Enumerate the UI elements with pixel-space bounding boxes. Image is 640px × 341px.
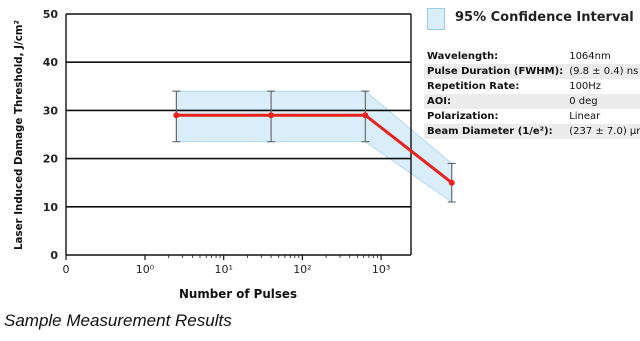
y-tick-label: 10 <box>43 201 59 214</box>
param-value: (237 ± 7.0) µm <box>566 124 640 139</box>
x-tick-label: 0 <box>63 263 70 276</box>
param-key: AOI: <box>424 94 567 109</box>
param-value: 100Hz <box>569 81 602 92</box>
param-row: Wavelength: 1064nm <box>424 49 640 64</box>
data-point <box>173 112 180 119</box>
chart: 0 10 20 30 40 50 0 10⁰ 10¹ 10² 10³ Number of Pulses… <box>12 8 456 300</box>
param-row: Repetition Rate: 100Hz <box>424 79 640 94</box>
x-tick-label: 10⁰ <box>136 263 155 276</box>
param-key: Pulse Duration (FWHM): <box>424 64 567 79</box>
data-point <box>362 112 369 119</box>
param-key: Repetition Rate: <box>427 81 520 92</box>
y-tick-label: 0 <box>50 249 58 262</box>
y-axis-label: Laser Induced Damage Threshold, J/cm² <box>12 20 25 250</box>
param-key: Wavelength: <box>427 51 499 62</box>
param-value: Linear <box>569 111 601 122</box>
y-tick-label: 50 <box>43 8 59 21</box>
series-line <box>176 113 453 184</box>
param-row: Beam Diameter (1/e²): (237 ± 7.0) µm <box>424 124 640 139</box>
x-tick-label: 10¹ <box>214 263 232 276</box>
y-tick-label: 30 <box>43 104 59 117</box>
param-row: AOI: 0 deg <box>424 94 640 109</box>
x-tick-label: 10³ <box>372 263 390 276</box>
param-key: Beam Diameter (1/e²): <box>424 124 567 139</box>
legend-label: 95% Confidence Interval <box>455 10 634 25</box>
x-tick-label: 10² <box>293 263 311 276</box>
measurement-parameters-table: Wavelength: 1064nm Pulse Duration (FWHM):(… <box>424 49 640 139</box>
param-key: Polarization: <box>427 111 499 122</box>
param-value: 1064nm <box>569 51 611 62</box>
legend-swatch <box>427 8 445 30</box>
data-point <box>448 179 455 186</box>
y-tick-label: 40 <box>43 56 59 69</box>
param-row: Pulse Duration (FWHM): (9.8 ± 0.4) ns <box>424 64 640 79</box>
figure-caption: Sample Measurement Results <box>4 311 232 330</box>
y-tick-label: 20 <box>43 153 59 166</box>
param-value: (9.8 ± 0.4) ns <box>566 64 640 79</box>
param-row: Polarization: Linear <box>424 109 640 124</box>
x-axis-label: Number of Pulses <box>179 287 297 300</box>
param-value: 0 deg <box>566 94 640 109</box>
data-point <box>268 112 275 119</box>
